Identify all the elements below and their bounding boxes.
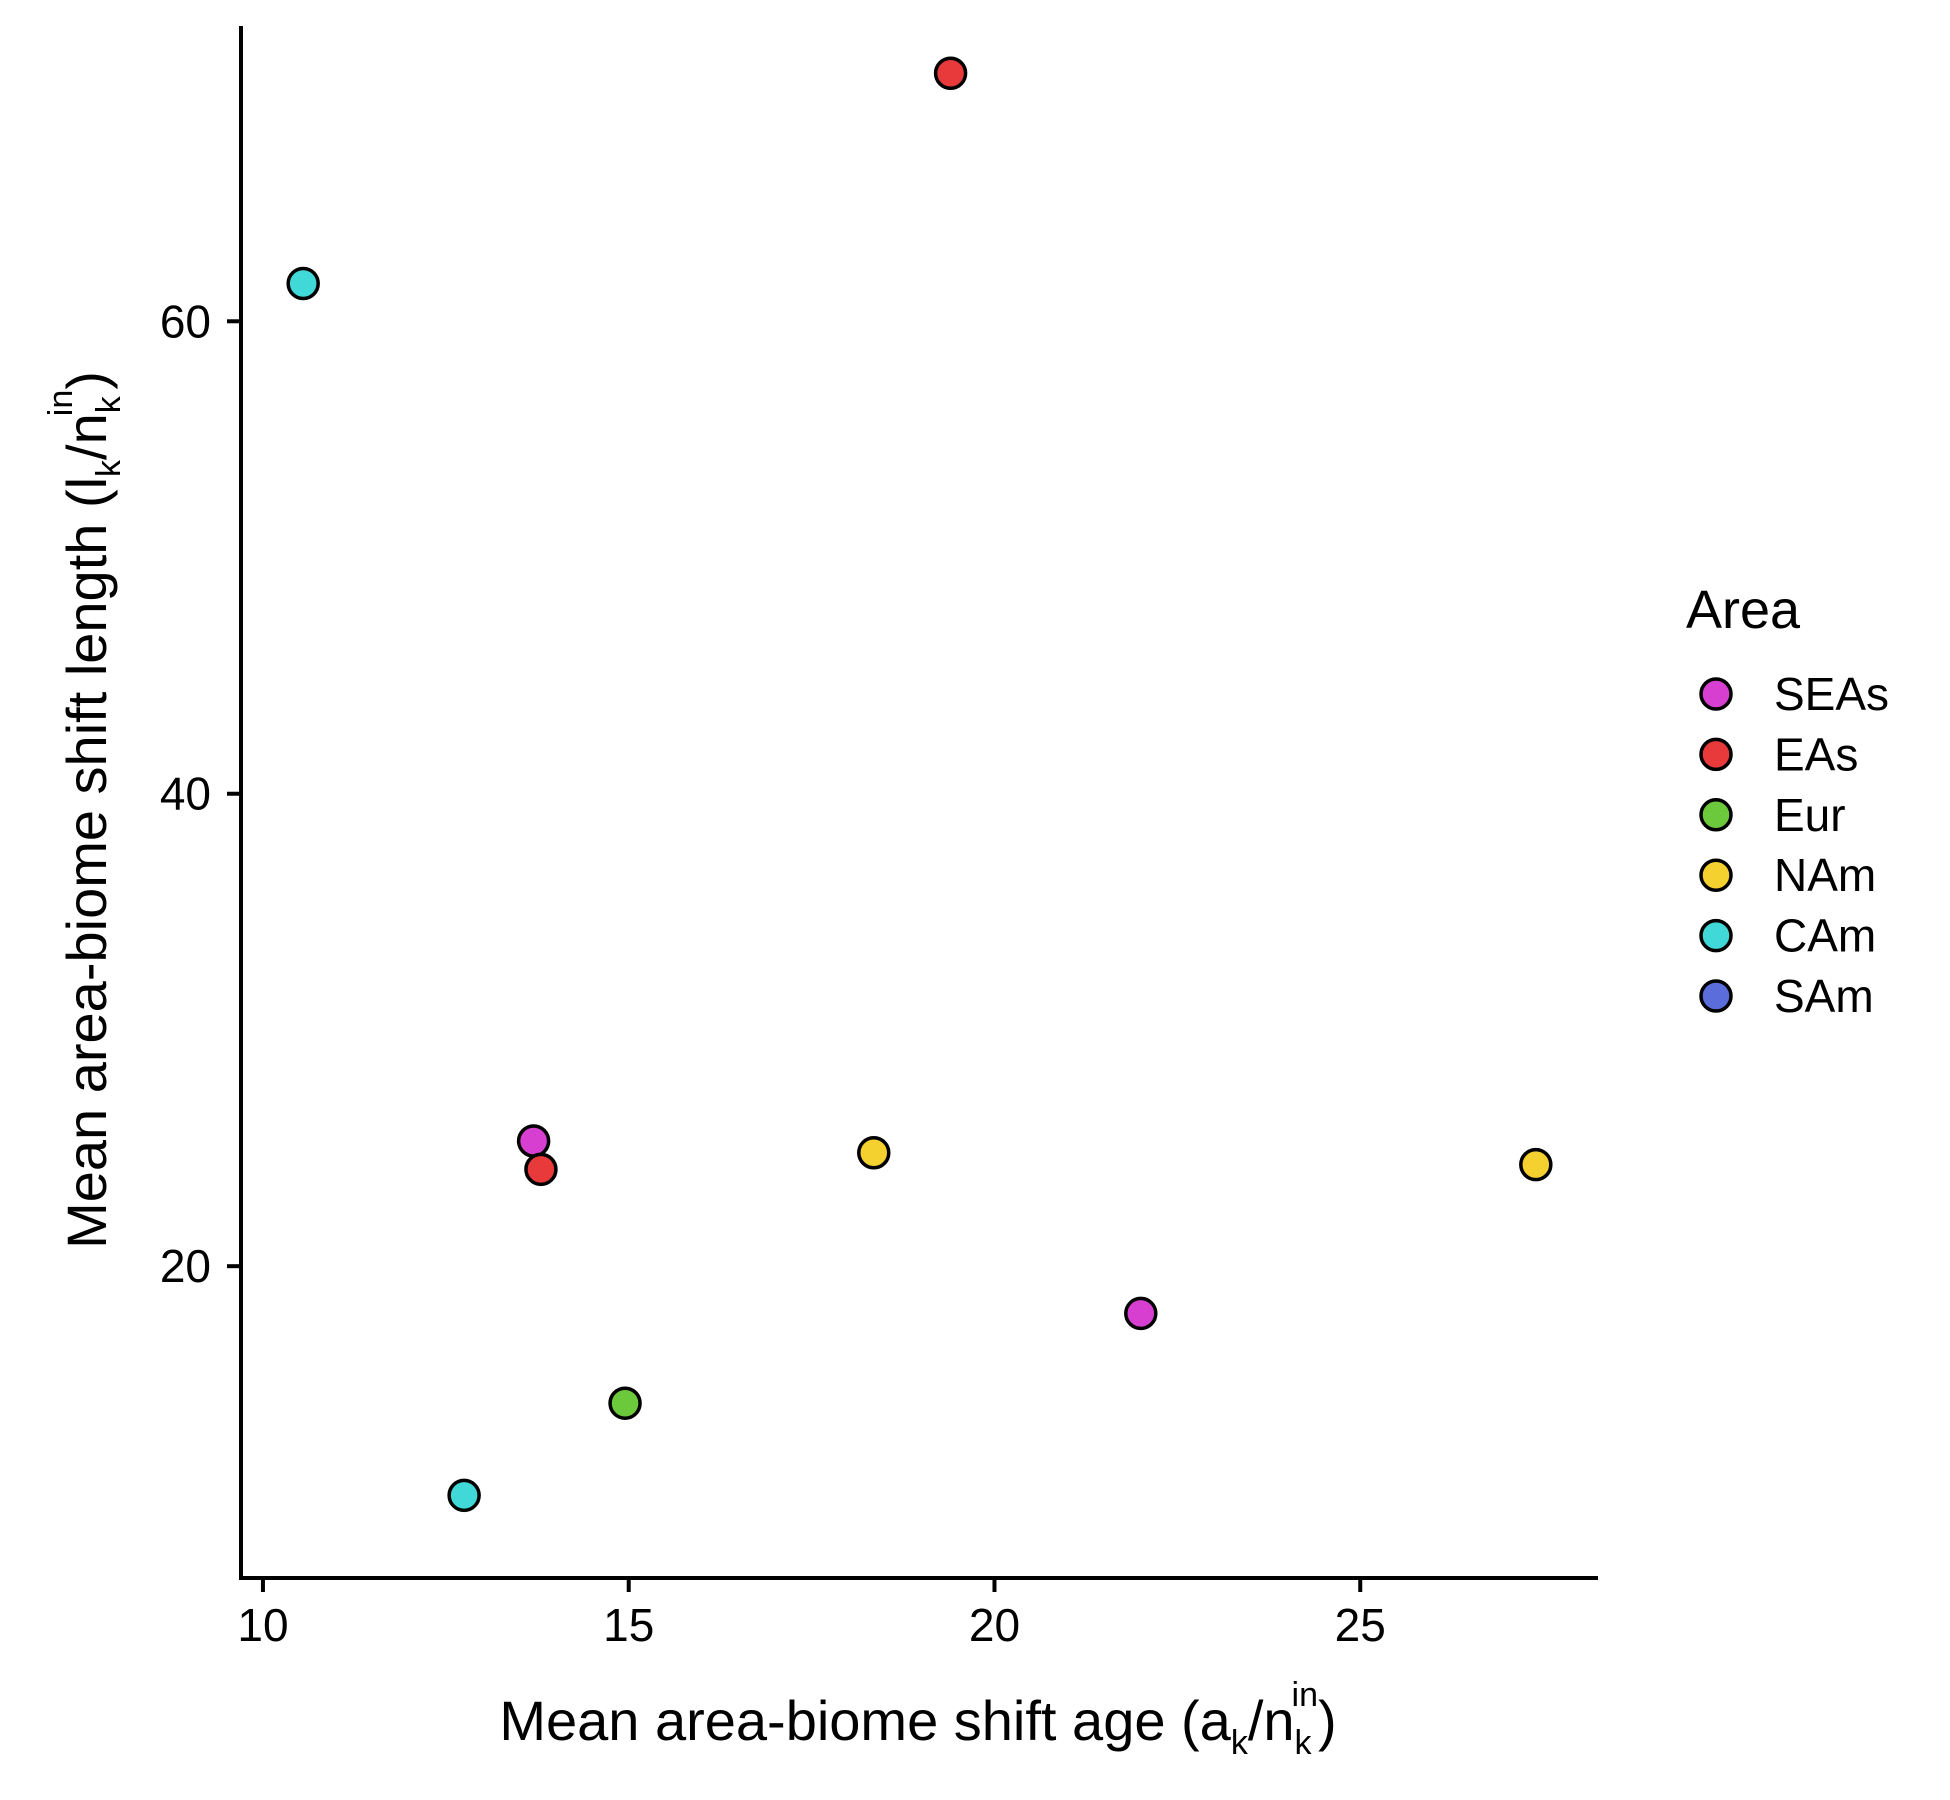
x-tick-label: 25 xyxy=(1335,1599,1386,1651)
y-tick-label: 60 xyxy=(160,295,211,347)
point-cam xyxy=(286,266,320,301)
legend-label-sam: SAm xyxy=(1774,970,1874,1022)
legend-label-nam: NAm xyxy=(1774,849,1876,901)
legend-key-nam xyxy=(1699,858,1733,892)
point-eas xyxy=(524,1152,558,1187)
legend-title: Area xyxy=(1686,580,1801,640)
point-nam xyxy=(1519,1147,1553,1182)
y-tick-label: 20 xyxy=(160,1240,211,1292)
axes: 10 15 20 25 20 40 60 xyxy=(160,26,1598,1651)
legend-label-eas: EAs xyxy=(1774,728,1858,780)
legend-label-cam: CAm xyxy=(1774,910,1876,962)
point-eas xyxy=(933,56,968,90)
x-tick-label: 15 xyxy=(603,1599,654,1651)
legend-key-eas xyxy=(1699,737,1733,772)
points-layer xyxy=(286,56,1553,1513)
legend-key-sam xyxy=(1699,979,1733,1013)
point-nam xyxy=(857,1136,891,1170)
point-eur xyxy=(608,1386,642,1420)
point-cam xyxy=(447,1478,481,1513)
legend-key-eur xyxy=(1699,798,1733,832)
y-ticks: 20 40 60 xyxy=(160,295,241,1292)
x-axis-title: Mean area-biome shift age (ak/nkin) xyxy=(499,1676,1336,1762)
point-seas xyxy=(1124,1296,1158,1331)
legend-label-eur: Eur xyxy=(1774,789,1846,841)
x-tick-label: 10 xyxy=(237,1599,288,1651)
legend-key-cam xyxy=(1699,918,1733,953)
legend-items: SEAs EAs Eur NAm CAm SAm xyxy=(1699,668,1889,1022)
legend-label-seas: SEAs xyxy=(1774,668,1889,720)
y-tick-label: 40 xyxy=(160,768,211,820)
x-tick-label: 20 xyxy=(969,1599,1020,1651)
legend-key-seas xyxy=(1699,677,1733,711)
legend: Area SEAs EAs Eur NAm CAm SAm xyxy=(1686,580,1889,1022)
point-seas xyxy=(516,1124,551,1158)
y-axis-title: Mean area-biome shift length (lk/nkin) xyxy=(42,371,128,1249)
x-ticks: 10 15 20 25 xyxy=(237,1578,1386,1651)
